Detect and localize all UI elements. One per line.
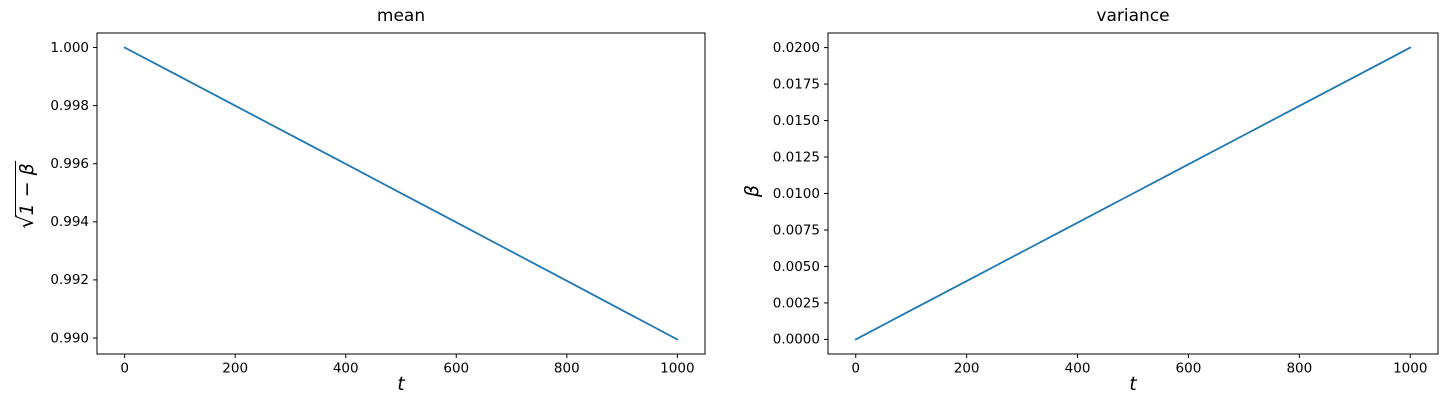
x-tick-label: 400 — [333, 361, 359, 377]
left-plot-xlabel: t — [397, 373, 405, 395]
right-plot-axes: 0 200 400 600 800 1000 0.0000 0.0025 0.0050 0.007… — [773, 32, 1439, 377]
axes-frame — [96, 32, 706, 355]
y-tick-label: 0.0050 — [773, 259, 820, 275]
y-tick-label: 0.0025 — [773, 295, 820, 311]
x-tick-label: 400 — [1065, 361, 1091, 377]
sqrt-radical-symbol: √ — [14, 215, 38, 229]
x-tick-label: 800 — [554, 361, 580, 377]
x-tick-label: 800 — [1286, 361, 1312, 377]
left-plot-axes: 0 200 400 600 800 1000 0.990 0.992 0.994 0.996 0.9… — [50, 32, 706, 377]
y-tick-label: 0.0000 — [773, 332, 820, 348]
y-tick-label: 0.994 — [50, 214, 89, 230]
y-tick-label: 0.0175 — [773, 76, 820, 92]
y-tick-label: 0.0150 — [773, 113, 820, 129]
y-tick-label: 0.0075 — [773, 222, 820, 238]
y-tick-label: 0.990 — [50, 330, 89, 346]
right-plot-series-line — [854, 46, 1412, 341]
x-tick-label: 200 — [222, 361, 248, 377]
y-tick-label: 0.0200 — [773, 40, 820, 56]
right-plot-ylabel: β — [741, 185, 763, 197]
y-tick-label: 0.998 — [50, 98, 89, 114]
x-tick-label: 0 — [120, 361, 129, 377]
y-tick-label: 0.0100 — [773, 186, 820, 202]
right-plot-title: variance — [1096, 6, 1170, 26]
beta-symbol: β — [741, 184, 763, 198]
sqrt-radicand: 1 − β — [15, 161, 38, 217]
x-tick-label: 600 — [443, 361, 469, 377]
left-plot-title: mean — [376, 6, 426, 26]
right-plot-xlabel: t — [1129, 373, 1137, 395]
x-tick-label: 1000 — [660, 361, 694, 377]
x-tick-label: 600 — [1176, 361, 1202, 377]
y-tick-label: 0.992 — [50, 272, 89, 288]
x-tick-label: 1000 — [1393, 361, 1427, 377]
x-tick-label: 200 — [954, 361, 980, 377]
y-tick-label: 0.996 — [50, 156, 89, 172]
y-tick-label: 1.000 — [50, 40, 89, 56]
y-tick-label: 0.0125 — [773, 149, 820, 165]
x-tick-label: 0 — [851, 361, 860, 377]
left-plot-ylabel: √1 − β — [14, 161, 38, 229]
left-plot-series-line — [123, 46, 679, 341]
